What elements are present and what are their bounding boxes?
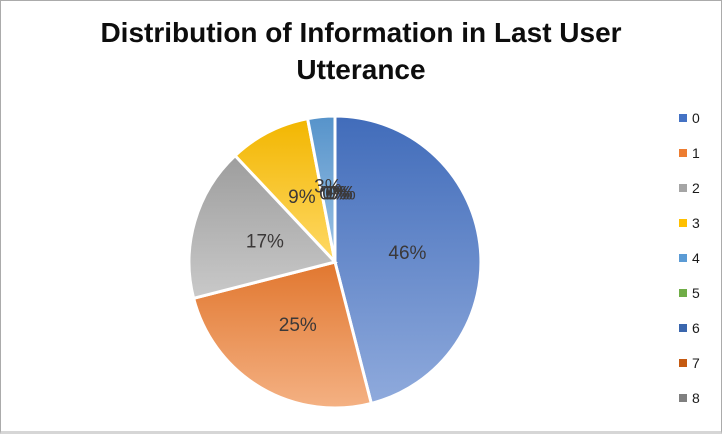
pie-label-5: 0%: [319, 183, 347, 204]
legend-item-7[interactable]: 7: [679, 355, 700, 371]
legend-label: 3: [692, 215, 700, 231]
legend-swatch-icon: [679, 324, 687, 332]
legend-item-3[interactable]: 3: [679, 215, 700, 231]
pie-label-8: 0%: [328, 183, 356, 204]
pie-label-3: 9%: [288, 187, 316, 208]
legend-swatch-icon: [679, 254, 687, 262]
legend-item-0[interactable]: 0: [679, 110, 700, 126]
legend-swatch-icon: [679, 184, 687, 192]
legend-label: 1: [692, 145, 700, 161]
pie-label-4: 3%: [314, 176, 342, 197]
legend-swatch-icon: [679, 114, 687, 122]
legend-label: 5: [692, 285, 700, 301]
pie-slice-4[interactable]: [305, 114, 337, 263]
legend-label: 6: [692, 320, 700, 336]
legend-label: 4: [692, 250, 700, 266]
pie-label-7: 0%: [325, 183, 353, 204]
legend-label: 0: [692, 110, 700, 126]
pie-slice-0[interactable]: [333, 114, 483, 406]
legend-swatch-icon: [679, 394, 687, 402]
legend-swatch-icon: [679, 219, 687, 227]
legend-item-6[interactable]: 6: [679, 320, 700, 336]
legend-item-8[interactable]: 8: [679, 390, 700, 406]
pie-label-0: 46%: [388, 243, 426, 264]
pie-label-1: 25%: [279, 315, 317, 336]
pie-slice-1[interactable]: [191, 260, 374, 410]
chart-title-line1: Distribution of Information in Last User: [100, 17, 622, 48]
legend-swatch-icon: [679, 359, 687, 367]
legend-swatch-icon: [679, 149, 687, 157]
legend-swatch-icon: [679, 289, 687, 297]
legend-item-1[interactable]: 1: [679, 145, 700, 161]
pie-slice-3[interactable]: [232, 116, 338, 267]
legend-label: 2: [692, 180, 700, 196]
pie-label-2: 17%: [246, 232, 284, 253]
legend: 0 1 2 3 4 5 6 7 8: [679, 110, 700, 406]
legend-label: 8: [692, 390, 700, 406]
pie-label-6: 0%: [322, 183, 350, 204]
chart-title: Distribution of Information in Last User…: [1, 14, 721, 88]
pie-slice-2[interactable]: [187, 153, 338, 301]
legend-item-4[interactable]: 4: [679, 250, 700, 266]
chart-title-line2: Utterance: [296, 54, 426, 85]
legend-item-5[interactable]: 5: [679, 285, 700, 301]
legend-item-2[interactable]: 2: [679, 180, 700, 196]
legend-label: 7: [692, 355, 700, 371]
